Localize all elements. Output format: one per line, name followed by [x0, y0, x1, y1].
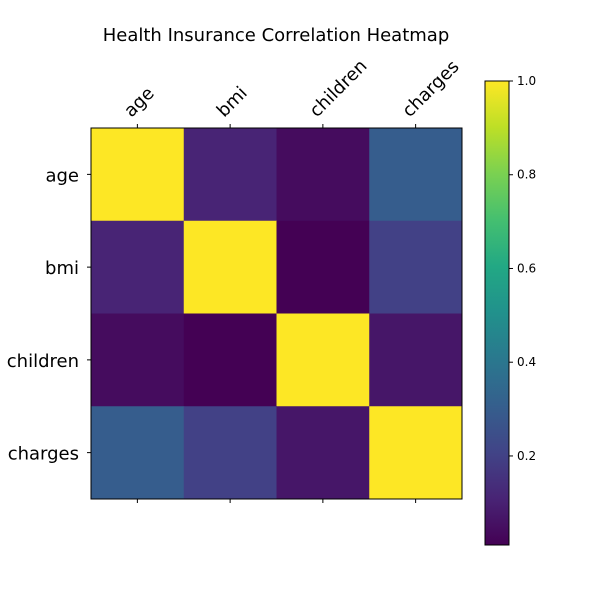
- x-tick-label-bmi: bmi: [213, 83, 252, 122]
- plot-frame: [90, 127, 463, 500]
- colorbar-tick-label: 0.6: [517, 261, 536, 275]
- heatmap-cells: [91, 128, 463, 500]
- heatmap-cell-age-charges: [369, 128, 463, 222]
- x-tick-label-children: children: [306, 56, 372, 122]
- heatmap-cell-bmi-children: [276, 220, 370, 314]
- heatmap-cell-bmi-bmi: [183, 220, 277, 314]
- heatmap-cell-charges-children: [276, 406, 370, 500]
- y-tick-label-bmi: bmi: [45, 258, 79, 279]
- colorbar-tick-label: 0.2: [517, 449, 536, 463]
- heatmap-cell-charges-charges: [369, 406, 463, 500]
- colorbar-ticks: 0.2 0.4 0.6 0.8 1.0: [509, 74, 536, 463]
- heatmap-cell-bmi-charges: [369, 220, 463, 314]
- heatmap-cell-charges-age: [91, 406, 185, 500]
- heatmap-cell-age-age: [91, 128, 185, 222]
- y-tick-label-age: age: [45, 165, 79, 186]
- colorbar-tick-label: 0.8: [517, 168, 536, 182]
- heatmap-cell-children-charges: [369, 313, 463, 407]
- chart-title: Health Insurance Correlation Heatmap: [103, 25, 450, 46]
- heatmap-cell-charges-bmi: [183, 406, 277, 500]
- heatmap-cell-age-bmi: [183, 128, 277, 222]
- x-tick-label-age: age: [120, 83, 159, 122]
- y-tick-label-children: children: [7, 351, 79, 372]
- heatmap-cell-bmi-age: [91, 220, 185, 314]
- heatmap-cell-children-children: [276, 313, 370, 407]
- y-tick-label-charges: charges: [8, 444, 79, 465]
- colorbar-tick-label: 1.0: [517, 74, 536, 88]
- x-tick-label-charges: charges: [398, 56, 463, 121]
- heatmap-cell-age-children: [276, 128, 370, 222]
- colorbar: [484, 80, 510, 546]
- heatmap-cell-children-bmi: [183, 313, 277, 407]
- colorbar-tick-label: 0.4: [517, 355, 536, 369]
- heatmap-cell-children-age: [91, 313, 185, 407]
- y-ticks: age bmi children charges: [7, 165, 91, 465]
